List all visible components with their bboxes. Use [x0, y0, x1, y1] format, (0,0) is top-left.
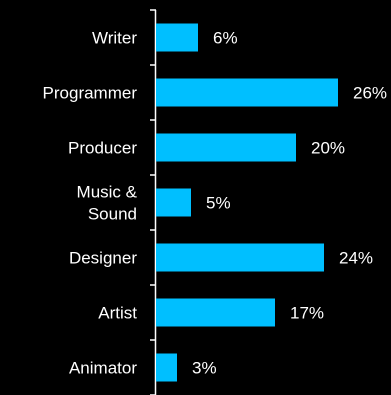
category-label: Producer: [68, 139, 137, 158]
bar: [156, 243, 324, 272]
data-label: 3%: [192, 359, 217, 378]
bar: [156, 78, 338, 107]
data-label: 6%: [213, 29, 238, 48]
category-label: Artist: [98, 304, 137, 323]
bar: [156, 188, 191, 217]
category-label: Designer: [69, 249, 137, 268]
data-label: 20%: [311, 139, 345, 158]
bar: [156, 298, 275, 327]
category-label: Programmer: [43, 84, 138, 103]
data-label: 24%: [339, 249, 373, 268]
data-label: 17%: [290, 304, 324, 323]
category-label: Writer: [92, 29, 137, 48]
category-label: Music & Sound: [77, 183, 138, 224]
category-label: Animator: [69, 359, 137, 378]
bar: [156, 23, 198, 52]
bar: [156, 353, 177, 382]
data-label: 26%: [353, 84, 387, 103]
bar: [156, 133, 296, 162]
data-label: 5%: [206, 194, 231, 213]
